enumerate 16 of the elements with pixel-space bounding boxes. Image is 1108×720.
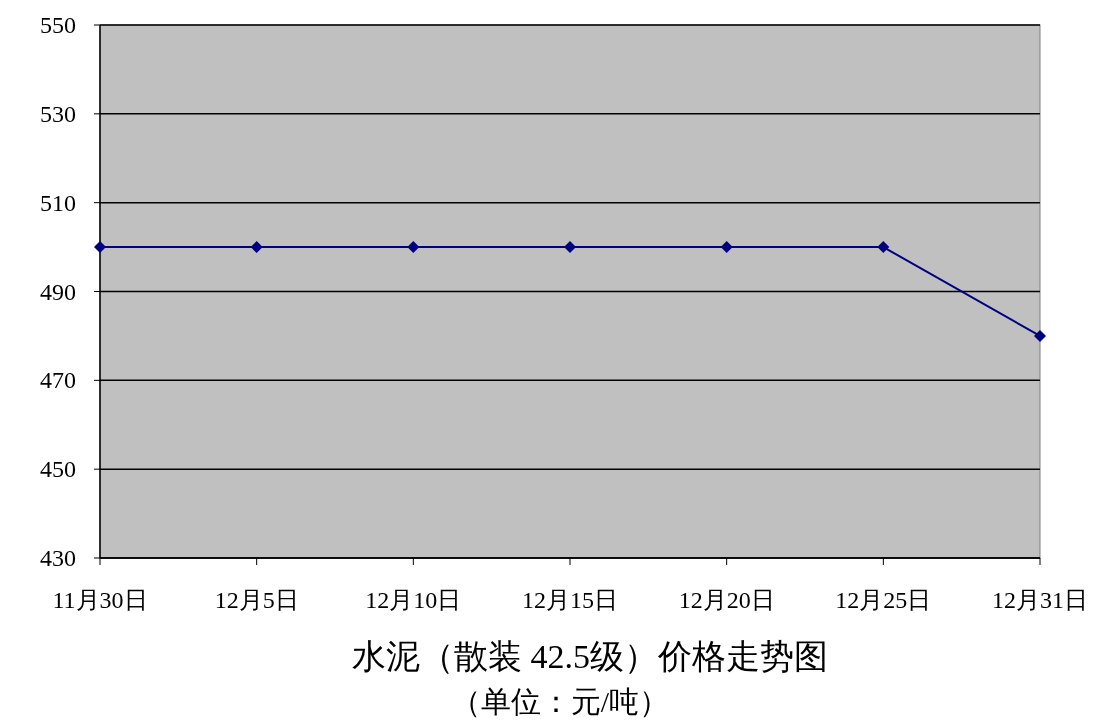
x-tick-label: 12月25日	[835, 587, 932, 613]
x-tick-label: 12月15日	[522, 587, 618, 613]
x-tick-label: 11月30日	[52, 587, 148, 613]
y-tick-label: 490	[40, 278, 76, 305]
y-tick-label: 550	[40, 12, 76, 38]
x-tick-label: 12月20日	[678, 587, 775, 613]
y-tick-label: 450	[40, 456, 76, 483]
y-tick-label: 430	[40, 545, 76, 571]
x-tick-label: 12月31日	[992, 587, 1088, 613]
x-tick-label: 12月5日	[214, 587, 299, 613]
text: 水泥（散装 42.5级）价格走势图	[352, 638, 828, 675]
text: （单位：元/吨）	[450, 685, 670, 718]
y-tick-label: 510	[40, 189, 76, 216]
x-tick-label: 12月10日	[365, 587, 462, 613]
y-tick-label: 530	[40, 100, 76, 127]
y-tick-label: 470	[40, 367, 76, 394]
